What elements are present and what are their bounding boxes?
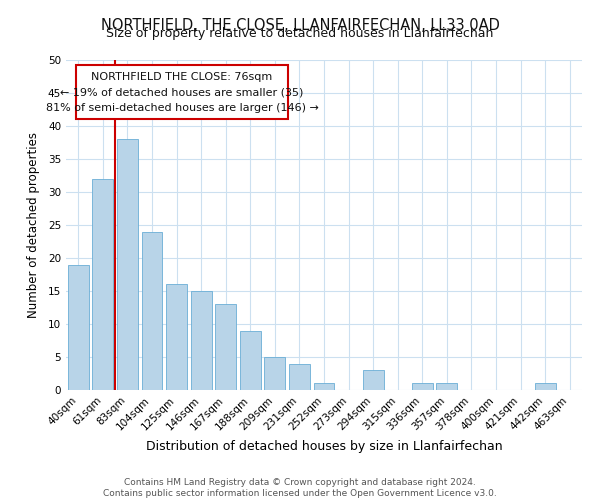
Bar (265, 357, 286, 390)
Bar (314, 384, 334, 390)
Text: NORTHFIELD THE CLOSE: 76sqm
← 19% of detached houses are smaller (35)
81% of sem: NORTHFIELD THE CLOSE: 76sqm ← 19% of det… (46, 72, 319, 113)
Text: NORTHFIELD, THE CLOSE, LLANFAIRFECHAN, LL33 0AD: NORTHFIELD, THE CLOSE, LLANFAIRFECHAN, L… (101, 18, 499, 32)
Bar (535, 384, 556, 390)
Bar (240, 330, 261, 390)
Bar (191, 291, 212, 390)
Text: Size of property relative to detached houses in Llanfairfechan: Size of property relative to detached ho… (106, 28, 494, 40)
Text: Contains HM Land Registry data © Crown copyright and database right 2024.
Contai: Contains HM Land Registry data © Crown c… (103, 478, 497, 498)
Bar (117, 139, 138, 390)
Bar (92, 179, 113, 390)
Bar (362, 370, 383, 390)
Bar (215, 304, 236, 390)
Bar (166, 284, 187, 390)
FancyBboxPatch shape (76, 65, 288, 120)
X-axis label: Distribution of detached houses by size in Llanfairfechan: Distribution of detached houses by size … (146, 440, 502, 453)
Bar (68, 264, 89, 390)
Y-axis label: Number of detached properties: Number of detached properties (26, 132, 40, 318)
Bar (289, 364, 310, 390)
Bar (436, 384, 457, 390)
Bar (412, 384, 433, 390)
Bar (142, 232, 163, 390)
